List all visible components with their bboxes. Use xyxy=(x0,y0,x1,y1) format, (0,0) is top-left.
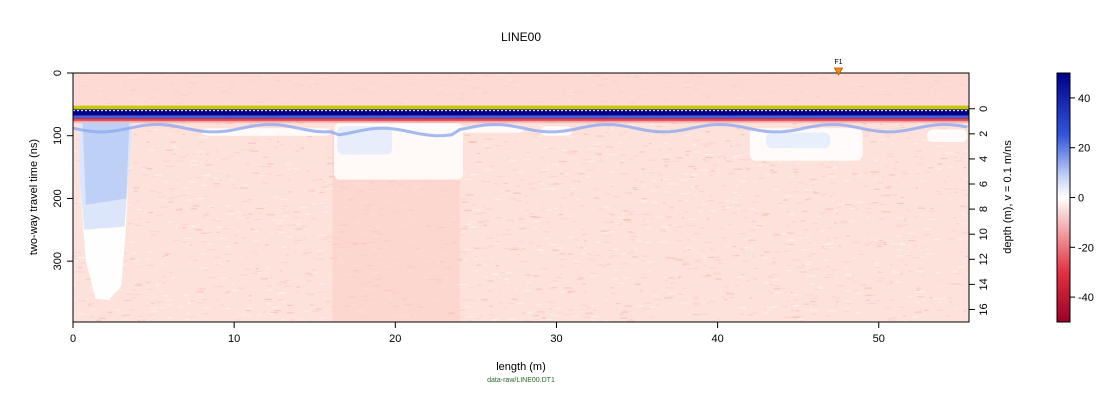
reflection-band-blue-2 xyxy=(73,115,969,119)
anomaly-blue xyxy=(82,123,130,205)
y-tick-label-depth: 2 xyxy=(978,131,990,137)
y-tick-label-depth: 0 xyxy=(978,106,990,112)
reflector-wave xyxy=(73,122,968,138)
y-axis-label-right: depth (m), v = 0.1 m/ns xyxy=(1002,140,1014,254)
surface-line xyxy=(73,105,969,110)
x-tick-label: 40 xyxy=(711,333,723,345)
chart-title: LINE00 xyxy=(501,30,541,44)
x-tick-label: 20 xyxy=(389,333,401,345)
marker-f1: F1 xyxy=(833,59,844,76)
plot-frame xyxy=(72,72,970,323)
y-tick-label-time: 0 xyxy=(52,70,64,76)
y-tick-label-depth: 16 xyxy=(978,303,990,315)
y-tick-label-depth: 10 xyxy=(978,228,990,240)
y-tick-label-time: 300 xyxy=(52,252,64,270)
marker-triangle xyxy=(833,67,844,76)
x-axis-label: length (m) xyxy=(496,361,546,373)
x-tick-label: 0 xyxy=(70,333,76,345)
colorbar-tick-label: 20 xyxy=(1078,143,1090,155)
radargram-heatmap xyxy=(73,73,969,322)
y-axis-label-left: two-way travel time (ns) xyxy=(28,139,40,255)
y-tick-label-depth: 8 xyxy=(978,206,990,212)
marker-label: F1 xyxy=(834,59,842,66)
colorbar: 40 20 0 -20 -40 xyxy=(1056,72,1094,323)
y-tick-label-time: 100 xyxy=(52,127,64,145)
y-tick-label-depth: 14 xyxy=(978,278,990,290)
y-tick-label-time: 200 xyxy=(52,189,64,207)
colorbar-tick-label: 0 xyxy=(1078,193,1084,205)
colorbar-tick-label: 40 xyxy=(1078,93,1090,105)
colorbar-tick-label: -40 xyxy=(1078,292,1094,304)
y-tick-label-depth: 12 xyxy=(978,253,990,265)
y-axis-depth: 0 2 4 6 8 10 12 14 16 xyxy=(969,106,990,316)
x-axis: 0 10 20 30 40 50 xyxy=(70,322,885,345)
x-tick-label: 10 xyxy=(228,333,240,345)
source-file-label: data-raw/LINE00.DT1 xyxy=(487,377,555,384)
heatmap-air-band xyxy=(73,73,969,108)
anomaly-patch xyxy=(927,129,968,142)
x-tick-label: 30 xyxy=(550,333,562,345)
colorbar-tick-label: -20 xyxy=(1078,242,1094,254)
reflection-band-pink xyxy=(73,120,969,124)
anomaly-patch xyxy=(765,132,831,149)
reflection-band-red xyxy=(73,118,969,122)
reflection-band-blue xyxy=(73,109,969,116)
x-tick-label: 50 xyxy=(873,333,885,345)
y-tick-label-depth: 6 xyxy=(978,181,990,187)
y-axis-time: 0 100 200 300 xyxy=(52,70,73,270)
colorbar-gradient xyxy=(1056,72,1071,323)
y-tick-label-depth: 4 xyxy=(978,156,990,162)
